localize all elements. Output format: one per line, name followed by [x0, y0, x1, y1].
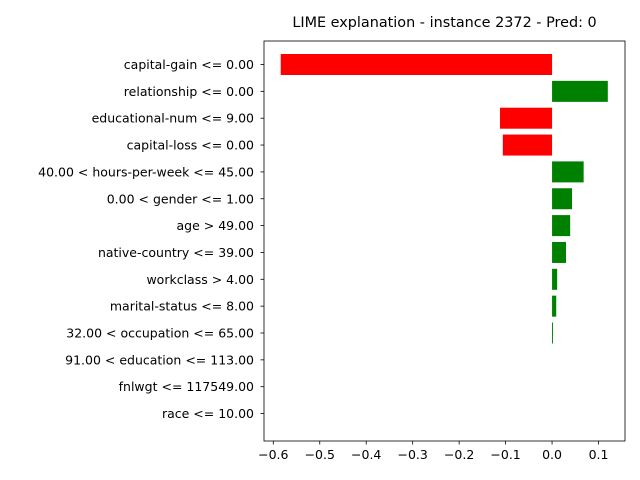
y-tick-label-6: age > 49.00 [177, 218, 255, 233]
bar-8 [552, 268, 558, 290]
chart-title: LIME explanation - instance 2372 - Pred:… [292, 15, 596, 31]
x-tick-label-3: −0.3 [397, 447, 427, 462]
x-tick-label-5: −0.1 [490, 447, 520, 462]
x-tick-label-6: 0.0 [542, 447, 562, 462]
y-tick-label-12: fnlwgt <= 117549.00 [119, 379, 254, 394]
y-tick-label-5: 0.00 < gender <= 1.00 [107, 191, 254, 206]
bar-5 [552, 188, 573, 210]
y-tick-label-10: 32.00 < occupation <= 65.00 [66, 326, 254, 341]
x-tick-label-7: 0.1 [589, 447, 609, 462]
bar-0 [280, 54, 553, 75]
bar-3 [502, 134, 553, 156]
y-tick-label-9: marital-status <= 8.00 [110, 299, 254, 314]
x-axis-ticks: −0.6 −0.5 −0.4 −0.3 −0.2 −0.1 0.0 0.1 [258, 441, 608, 462]
bar-6 [552, 215, 571, 237]
bar-10 [552, 322, 553, 344]
x-tick-label-4: −0.2 [444, 447, 474, 462]
y-tick-label-13: race <= 10.00 [162, 406, 254, 421]
bar-9 [552, 295, 557, 317]
x-tick-label-2: −0.4 [351, 447, 381, 462]
bars-group [280, 54, 608, 344]
y-tick-label-8: workclass > 4.00 [146, 272, 254, 287]
y-tick-label-0: capital-gain <= 0.00 [124, 57, 254, 72]
y-tick-label-4: 40.00 < hours-per-week <= 45.00 [38, 164, 254, 179]
axes-frame [263, 40, 626, 442]
x-tick-label-1: −0.5 [305, 447, 335, 462]
bar-4 [552, 161, 584, 183]
y-tick-label-2: educational-num <= 9.00 [92, 111, 254, 126]
bar-1 [552, 80, 608, 102]
y-tick-label-11: 91.00 < education <= 113.00 [65, 352, 254, 367]
bar-7 [552, 241, 566, 263]
y-tick-label-3: capital-loss <= 0.00 [127, 138, 254, 153]
y-axis-ticks: capital-gain <= 0.00 relationship <= 0.00… [38, 57, 264, 421]
y-tick-label-1: relationship <= 0.00 [124, 84, 254, 99]
y-tick-label-7: native-country <= 39.00 [98, 245, 254, 260]
x-tick-label-0: −0.6 [258, 447, 288, 462]
bar-2 [500, 107, 553, 129]
